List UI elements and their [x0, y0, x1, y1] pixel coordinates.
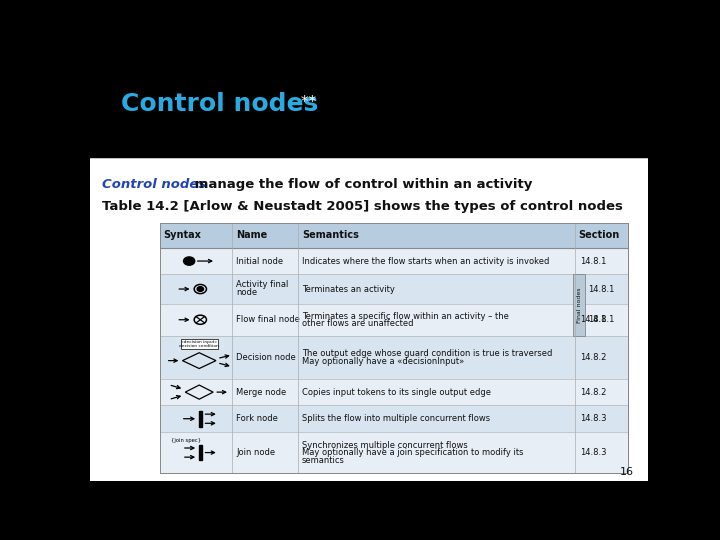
- Text: «decision input»
decision condition: «decision input» decision condition: [179, 340, 219, 348]
- Text: Splits the flow into multiple concurrent flows: Splits the flow into multiple concurrent…: [302, 414, 490, 423]
- FancyBboxPatch shape: [160, 303, 629, 336]
- Text: 14.8.1: 14.8.1: [580, 256, 606, 266]
- Text: Terminates an activity: Terminates an activity: [302, 285, 395, 294]
- Text: Semantics: Semantics: [302, 230, 359, 240]
- Text: Control nodes: Control nodes: [102, 178, 207, 191]
- Text: The output edge whose guard condition is true is traversed: The output edge whose guard condition is…: [302, 349, 552, 358]
- FancyBboxPatch shape: [160, 248, 629, 274]
- Text: May optionally have a join specification to modify its: May optionally have a join specification…: [302, 448, 523, 457]
- FancyBboxPatch shape: [199, 445, 202, 460]
- Text: Final nodes: Final nodes: [577, 287, 582, 323]
- Text: Join node: Join node: [236, 448, 276, 457]
- Text: Flow final node: Flow final node: [236, 315, 300, 324]
- FancyBboxPatch shape: [160, 379, 629, 406]
- Text: Name: Name: [236, 230, 268, 240]
- Text: **: **: [297, 94, 317, 110]
- Text: 14.8.1: 14.8.1: [588, 315, 614, 324]
- Text: Initial node: Initial node: [236, 256, 284, 266]
- Text: Copies input tokens to its single output edge: Copies input tokens to its single output…: [302, 388, 491, 396]
- Text: other flows are unaffected: other flows are unaffected: [302, 319, 413, 328]
- FancyBboxPatch shape: [160, 223, 629, 248]
- Text: 14.8.3: 14.8.3: [580, 414, 607, 423]
- Text: Control nodes: Control nodes: [121, 92, 318, 116]
- Text: {join spec}: {join spec}: [171, 438, 202, 443]
- FancyBboxPatch shape: [181, 340, 218, 349]
- Text: Indicates where the flow starts when an activity is invoked: Indicates where the flow starts when an …: [302, 256, 549, 266]
- FancyBboxPatch shape: [160, 432, 629, 473]
- FancyBboxPatch shape: [160, 223, 629, 473]
- Text: node: node: [236, 288, 258, 297]
- FancyBboxPatch shape: [90, 158, 648, 481]
- Text: semantics: semantics: [302, 456, 345, 464]
- Text: Fork node: Fork node: [236, 414, 278, 423]
- Text: Terminates a specific flow within an activity – the: Terminates a specific flow within an act…: [302, 312, 509, 321]
- Circle shape: [184, 257, 194, 265]
- Text: Synchronizes multiple concurrent flows: Synchronizes multiple concurrent flows: [302, 441, 468, 450]
- Text: 14.8.3: 14.8.3: [580, 448, 607, 457]
- Text: Activity final: Activity final: [236, 280, 289, 288]
- Circle shape: [197, 287, 204, 292]
- FancyBboxPatch shape: [199, 411, 202, 427]
- Text: 14.8.2: 14.8.2: [580, 353, 606, 362]
- Text: Table 14.2 [Arlow & Neustadt 2005] shows the types of control nodes: Table 14.2 [Arlow & Neustadt 2005] shows…: [102, 200, 623, 213]
- Text: May optionally have a «decisionInput»: May optionally have a «decisionInput»: [302, 356, 464, 366]
- Text: Merge node: Merge node: [236, 388, 287, 396]
- FancyBboxPatch shape: [160, 336, 629, 379]
- Text: manage the flow of control within an activity: manage the flow of control within an act…: [190, 178, 533, 191]
- Text: Decision node: Decision node: [236, 353, 296, 362]
- Text: 14.8.1: 14.8.1: [580, 315, 606, 324]
- FancyBboxPatch shape: [573, 274, 585, 336]
- Text: Section: Section: [578, 230, 620, 240]
- FancyBboxPatch shape: [160, 406, 629, 432]
- Text: Syntax: Syntax: [163, 230, 202, 240]
- Text: 14.8.2: 14.8.2: [580, 388, 606, 396]
- Text: 16: 16: [620, 467, 634, 477]
- FancyBboxPatch shape: [160, 274, 629, 303]
- Text: 14.8.1: 14.8.1: [588, 285, 614, 294]
